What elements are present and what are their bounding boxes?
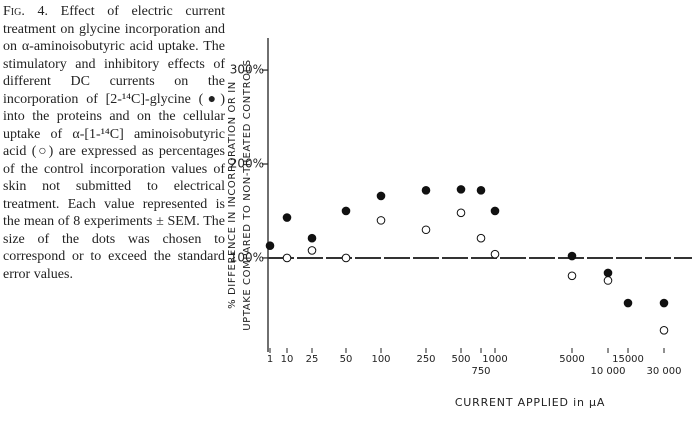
x-tick-label: 250 (416, 354, 435, 365)
x-tick-label: 30 000 (647, 366, 682, 377)
x-tick-label: 15000 (612, 354, 644, 365)
filled-dot (265, 241, 275, 251)
caption-label: Fig. 4. (3, 4, 48, 19)
filled-dot (623, 298, 633, 308)
filled-dot (603, 268, 613, 278)
filled-dot (476, 186, 486, 195)
x-tick-label: 50 (340, 354, 353, 365)
y-tick-label: 300% (230, 63, 264, 77)
open-dot (567, 271, 577, 281)
y-tick-label: 200% (230, 157, 264, 171)
y-axis-label: % DIFFERENCE IN INCORPORATION OR IN (227, 81, 238, 309)
open-dot (476, 233, 486, 243)
x-tick-label: 10 (281, 354, 294, 365)
open-dot (307, 246, 317, 255)
x-tick-label: 750 (471, 366, 490, 377)
x-tick-label: 5000 (559, 354, 584, 365)
y-axis-label: UPTAKE COMPARED TO NON-TREATED CONTROLS (242, 59, 253, 330)
filled-dot (341, 206, 351, 216)
filled-dot (456, 185, 466, 194)
open-dot (282, 253, 292, 263)
open-dot (421, 225, 431, 235)
y-tick-label: 100% (230, 250, 264, 264)
x-tick-label: 1000 (482, 354, 507, 365)
open-dot (456, 208, 466, 218)
filled-dot (307, 233, 317, 243)
x-tick-label: 500 (451, 354, 470, 365)
filled-dot (490, 206, 500, 216)
filled-dot (421, 186, 431, 195)
open-dot (376, 216, 386, 225)
open-dot (659, 325, 669, 335)
caption-text: Effect of electric current treatment on … (3, 4, 226, 282)
filled-dot (567, 251, 577, 261)
open-dot (603, 276, 613, 285)
x-axis-label: CURRENT APPLIED in µA (455, 396, 605, 409)
filled-dot (376, 191, 386, 201)
x-tick-label: 1 (267, 354, 273, 365)
x-tick-label: 25 (306, 354, 319, 365)
open-dot (341, 253, 351, 263)
filled-dot (659, 298, 669, 308)
x-tick-label: 10 000 (591, 366, 626, 377)
x-tick-label: 100 (371, 354, 390, 365)
filled-dot (282, 213, 292, 222)
figure-caption: Fig. 4. Effect of electric current treat… (3, 3, 225, 283)
open-dot (490, 249, 500, 259)
